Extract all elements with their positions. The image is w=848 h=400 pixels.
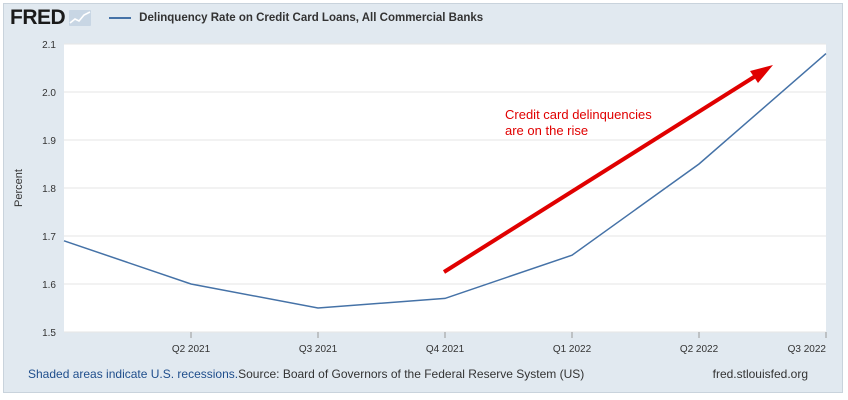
legend: Delinquency Rate on Credit Card Loans, A… [109, 12, 483, 24]
annotation-line-2: are on the rise [505, 123, 589, 138]
y-tick-label: 2.0 [42, 88, 56, 99]
gridlines [64, 43, 826, 333]
x-tick-label: Q2 2021 [172, 344, 211, 355]
chart-header: FRED Delinquency Rate on Credit Card Loa… [10, 6, 483, 30]
fred-logo[interactable]: FRED [10, 6, 66, 29]
data-point[interactable] [62, 239, 66, 243]
data-point[interactable] [189, 282, 193, 286]
y-tick-label: 2.1 [42, 40, 56, 51]
recessions-note[interactable]: Shaded areas indicate U.S. recessions. [28, 367, 239, 381]
y-axis-label: Percent [13, 169, 25, 207]
annotation-line-1: Credit card delinquencies [505, 107, 652, 122]
data-point[interactable] [824, 52, 828, 56]
y-tick-label: 1.8 [42, 184, 56, 195]
x-tick-label: Q4 2021 [426, 344, 465, 355]
y-tick-label: 1.6 [42, 280, 56, 291]
y-axis-ticks: 1.5 1.6 1.7 1.8 1.9 2.0 2.1 [42, 40, 56, 339]
x-axis-ticks: Q2 2021 Q3 2021 Q4 2021 Q1 2022 Q2 2022 Q3 20… [172, 332, 827, 355]
legend-swatch [109, 17, 132, 19]
fred-logo-graph-icon [69, 10, 92, 26]
chart-footer: Shaded areas indicate U.S. recessions. So… [28, 367, 808, 381]
data-point[interactable] [443, 296, 447, 300]
x-tick-label: Q3 2022 [788, 344, 827, 355]
trend-arrow [442, 65, 773, 274]
site-link[interactable]: fred.stlouisfed.org [712, 367, 808, 381]
data-point[interactable] [316, 306, 320, 310]
x-tick-label: Q2 2022 [680, 344, 719, 355]
legend-label[interactable]: Delinquency Rate on Credit Card Loans, A… [139, 12, 484, 24]
data-point[interactable] [697, 162, 701, 166]
y-tick-label: 1.5 [42, 328, 56, 339]
x-tick-label: Q3 2021 [299, 344, 338, 355]
data-point[interactable] [570, 253, 574, 257]
y-tick-label: 1.9 [42, 136, 56, 147]
x-tick-label: Q1 2022 [553, 344, 592, 355]
annotation-text: Credit card delinquencies are on the ris… [505, 107, 652, 139]
y-tick-label: 1.7 [42, 232, 56, 243]
series-line [63, 53, 827, 309]
source-text: Source: Board of Governors of the Federa… [238, 367, 585, 381]
